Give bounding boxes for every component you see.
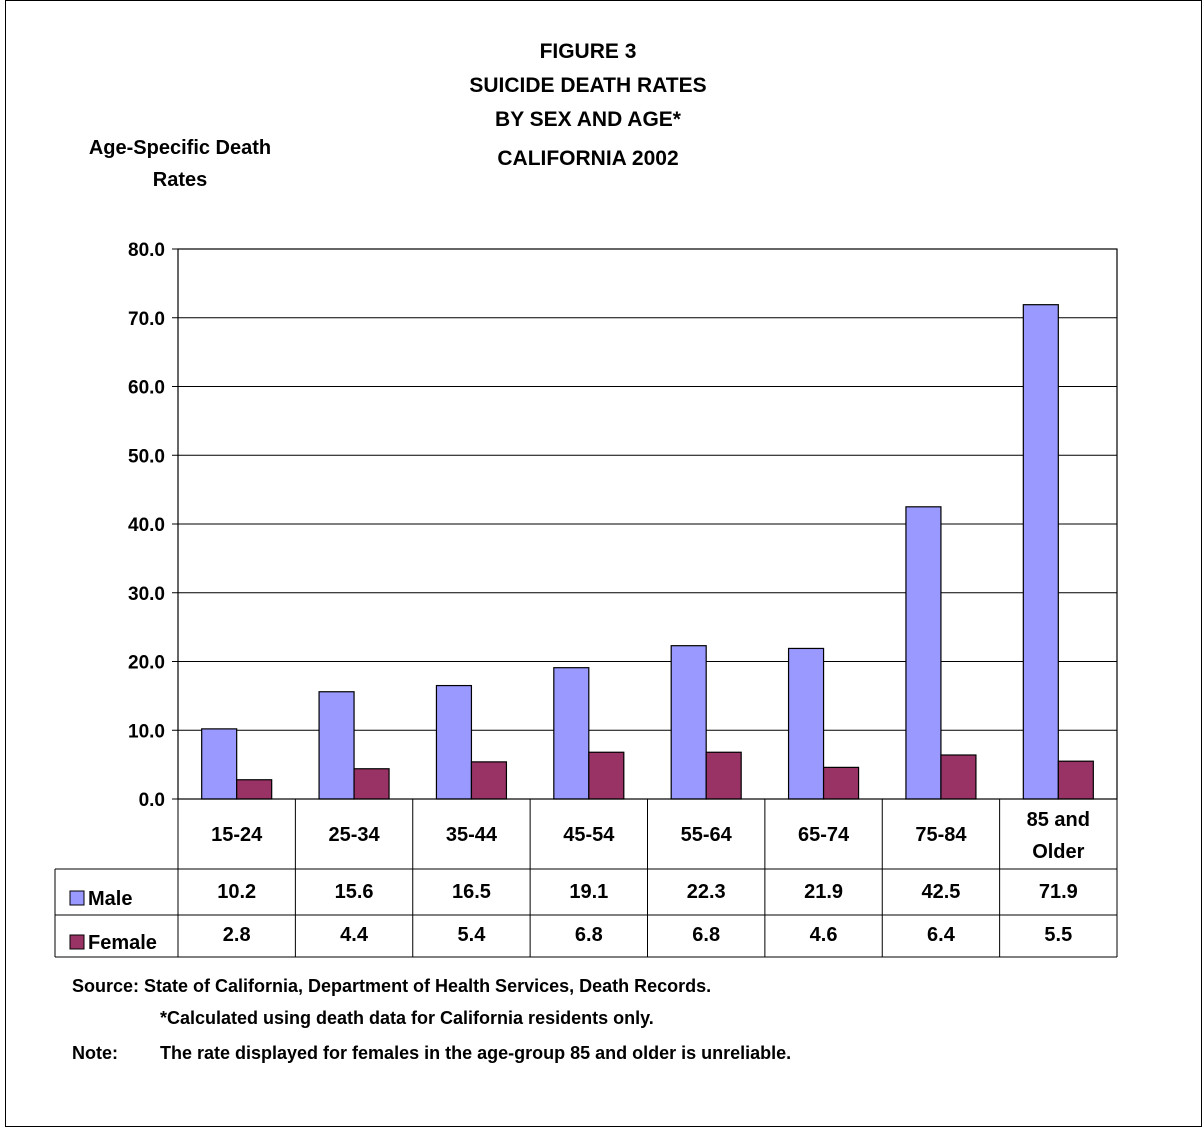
y-tick-label: 20.0: [128, 653, 165, 674]
y-tick-label: 0.0: [139, 790, 165, 811]
data-label-male: 10.2: [217, 881, 256, 903]
figure-frame: [5, 0, 1202, 1127]
bar-male: [905, 506, 942, 800]
data-label-female: 6.8: [575, 924, 603, 946]
y-tick-label: 50.0: [128, 446, 165, 467]
data-label-female: 4.6: [810, 924, 838, 946]
bar-male: [201, 728, 238, 800]
data-label-male: 21.9: [804, 881, 843, 903]
bar-male: [670, 645, 707, 800]
y-tick-label: 80.0: [128, 240, 165, 261]
data-table: 15-24 10.2 2.8 25-34 15.6 4.4 35-44 16.5 5.4 45-5…: [54, 799, 1118, 958]
y-tick-label: 60.0: [128, 378, 165, 399]
note-text: The rate displayed for females in the ag…: [160, 1043, 791, 1063]
data-label-male: 42.5: [921, 881, 960, 903]
category-label: 65-74: [798, 824, 850, 846]
data-label-female: 5.4: [458, 924, 487, 946]
y-tick-labels: 0.0 10.0 20.0 30.0 40.0 50.0 60.0 70.0 80.0: [128, 240, 165, 811]
category-label: 85 and: [1027, 809, 1090, 831]
data-label-female: 4.4: [340, 924, 369, 946]
bar-male: [787, 647, 825, 800]
gridlines: [172, 248, 1117, 800]
legend-label-male: Male: [88, 888, 132, 910]
data-label-male: 71.9: [1039, 881, 1078, 903]
y-axis-label-line-1: Age-Specific Death: [89, 137, 271, 159]
data-label-female: 6.8: [692, 924, 720, 946]
bar-female: [705, 751, 742, 800]
y-tick-label: 40.0: [128, 515, 165, 536]
bar-male: [1022, 304, 1059, 800]
title-line-2: SUICIDE DEATH RATES: [469, 74, 706, 97]
category-label: 25-34: [328, 824, 380, 846]
legend-label-female: Female: [88, 932, 157, 954]
bar-male: [318, 691, 355, 800]
y-tick-label: 10.0: [128, 721, 165, 742]
source-note: Source: State of California, Department …: [72, 976, 711, 996]
y-axis-label: Age-Specific Death Rates: [89, 137, 271, 191]
category-label: 55-64: [681, 824, 733, 846]
y-axis-label-line-2: Rates: [153, 169, 207, 191]
legend-swatch-female: [69, 934, 85, 950]
note-label: Note:: [72, 1043, 118, 1063]
bar-male: [553, 667, 590, 800]
bar-male: [435, 684, 473, 800]
bar-female: [470, 761, 508, 800]
data-label-male: 15.6: [335, 881, 374, 903]
bars: [201, 304, 1094, 800]
data-label-female: 5.5: [1044, 924, 1072, 946]
category-label: 15-24: [211, 824, 263, 846]
bar-female: [236, 779, 273, 800]
y-tick-label: 30.0: [128, 584, 165, 605]
bar-female: [588, 751, 625, 800]
chart-title: FIGURE 3 SUICIDE DEATH RATES BY SEX AND …: [469, 40, 706, 170]
bar-female: [940, 754, 977, 800]
title-line-4: CALIFORNIA 2002: [497, 147, 678, 170]
category-label: 45-54: [563, 824, 615, 846]
legend-swatch-male: [69, 890, 85, 906]
calc-note: *Calculated using death data for Califor…: [160, 1008, 654, 1028]
bar-female: [353, 768, 390, 800]
category-label: 75-84: [915, 824, 967, 846]
data-label-female: 6.4: [927, 924, 956, 946]
data-label-male: 19.1: [569, 881, 608, 903]
bar-female: [1057, 760, 1094, 800]
title-line-1: FIGURE 3: [540, 40, 637, 63]
title-line-3: BY SEX AND AGE*: [495, 108, 682, 131]
bar-female: [822, 766, 860, 800]
footnotes: Source: State of California, Department …: [72, 976, 791, 1063]
data-label-male: 16.5: [452, 881, 491, 903]
category-label: 35-44: [446, 824, 498, 846]
data-label-male: 22.3: [687, 881, 726, 903]
data-label-female: 2.8: [223, 924, 251, 946]
category-label: Older: [1032, 841, 1084, 863]
y-tick-label: 70.0: [128, 309, 165, 330]
